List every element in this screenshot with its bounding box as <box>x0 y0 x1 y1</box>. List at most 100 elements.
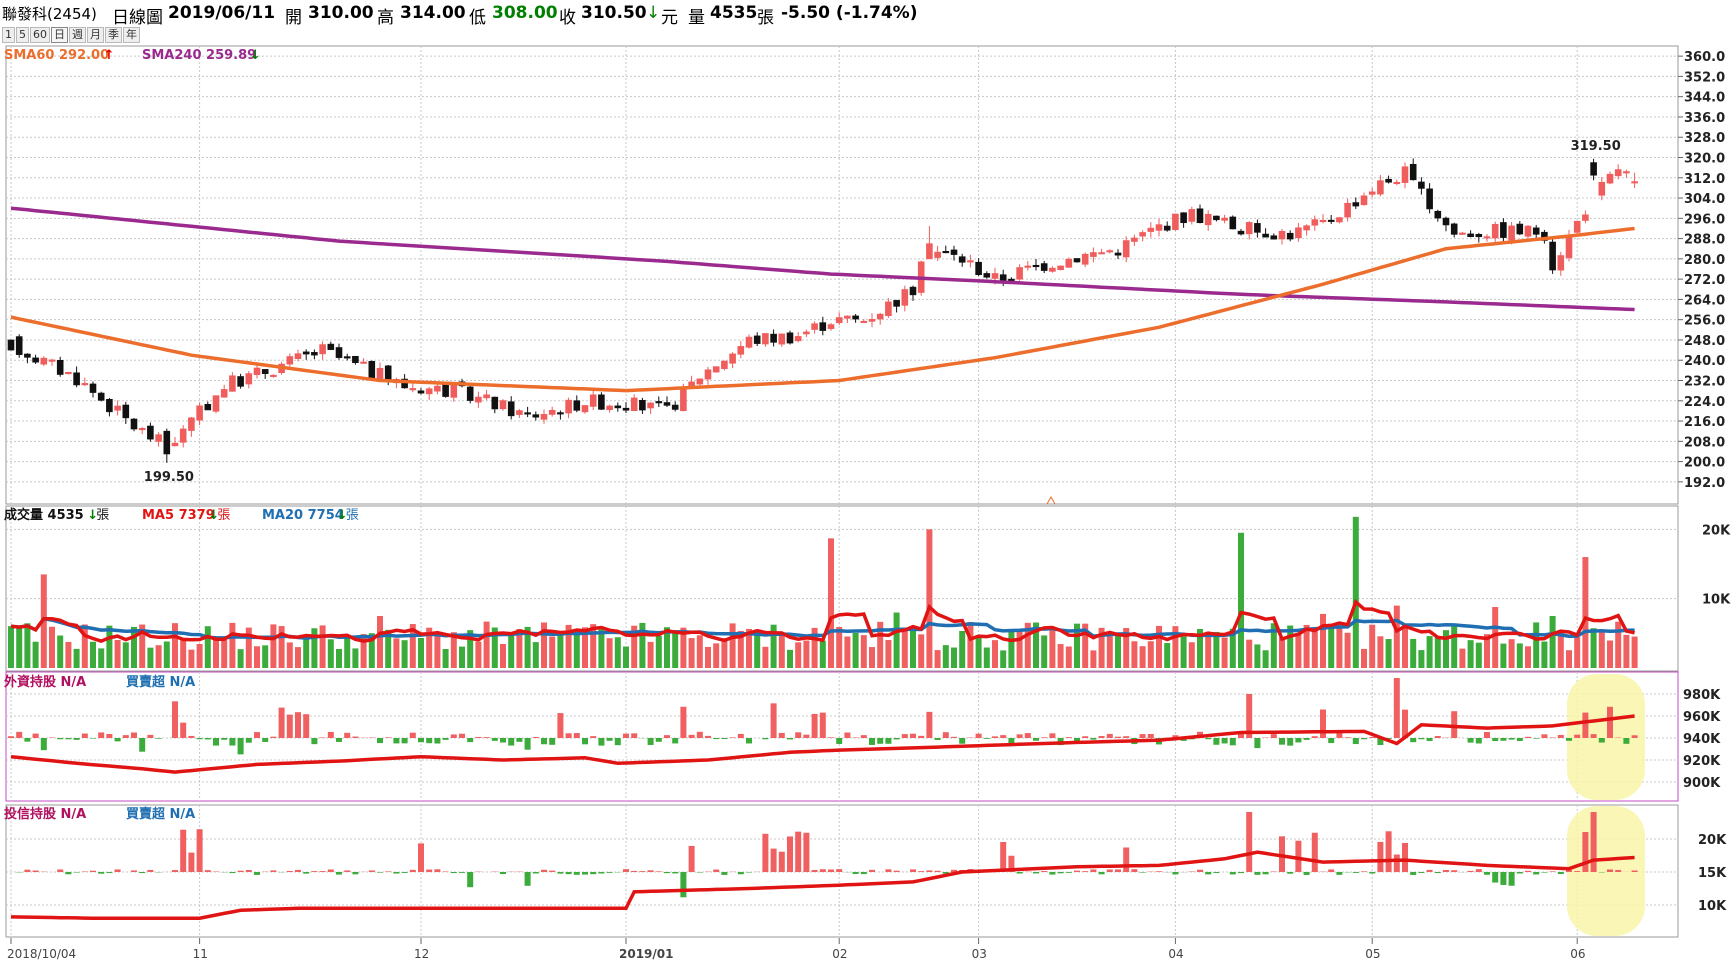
foreign-net-bar <box>737 733 744 738</box>
trust-net-bar <box>688 845 695 872</box>
period-tab-1[interactable]: 5 <box>16 27 29 43</box>
foreign-net-bar <box>795 732 802 738</box>
volume-bar <box>1516 643 1523 668</box>
foreign-net-bar <box>1385 738 1392 739</box>
foreign-holding-line <box>10 714 1635 774</box>
volume-bar <box>655 635 662 668</box>
volume-tick-label: 10K <box>1702 593 1731 608</box>
period-tab-4[interactable]: 週 <box>69 27 86 43</box>
price-tick-label: 272.0 <box>1684 273 1725 288</box>
foreign-net-bar <box>1566 738 1572 741</box>
volume-bar <box>352 648 359 668</box>
foreign-net-bar <box>1492 738 1499 742</box>
open-price: 310.00 <box>308 3 374 23</box>
candle-body <box>97 392 105 401</box>
volume-bar <box>81 624 88 668</box>
trust-net-bar <box>1295 840 1302 872</box>
trust-net-bar <box>1229 872 1236 875</box>
candle-body <box>1614 169 1622 177</box>
candle-body <box>885 301 892 317</box>
candle-body <box>827 324 835 329</box>
volume-bar <box>1147 641 1154 668</box>
foreign-net-bar <box>696 731 703 738</box>
trust-holding-panel-frame <box>5 804 1679 938</box>
trust-net-bar <box>1475 869 1482 872</box>
period-tab-3[interactable]: 日 <box>51 27 68 43</box>
foreign-net-bar <box>672 738 679 744</box>
period-tab-5[interactable]: 月 <box>87 27 104 43</box>
trust-net-bar <box>787 836 793 872</box>
volume-bar <box>483 621 490 668</box>
trust-net-bar <box>803 832 810 872</box>
candle-body <box>319 344 326 355</box>
candle-body <box>737 346 745 355</box>
foreign-net-bar <box>819 712 826 738</box>
volume-bar <box>869 647 875 668</box>
foreign-net-bar <box>1106 733 1113 738</box>
candle-body <box>360 361 367 364</box>
foreign-net-bar <box>1065 737 1072 738</box>
volume-bar <box>877 621 884 668</box>
volume-bar <box>664 627 670 668</box>
foreign-net-bar <box>1336 732 1343 738</box>
trust-net-bar <box>1156 871 1162 872</box>
volume-bar <box>631 625 638 668</box>
trust-net-bar <box>90 870 96 872</box>
volume-tick-label: 20K <box>1702 523 1731 538</box>
volume-bar <box>1533 622 1540 668</box>
candle-body <box>942 251 950 254</box>
candle-body <box>204 403 212 411</box>
foreign-net-bar <box>1311 736 1318 738</box>
trust-net-bar <box>1377 841 1384 872</box>
trust-net-bar <box>1336 872 1343 875</box>
period-tab-2[interactable]: 60 <box>30 27 50 43</box>
volume-bar <box>385 629 392 668</box>
volume-bar <box>122 642 129 668</box>
foreign-net-bar <box>295 712 301 738</box>
candle-body <box>860 320 868 324</box>
trust-net-bar <box>1434 872 1441 874</box>
volume-bar <box>524 626 531 668</box>
volume-bar <box>98 648 105 668</box>
foreign-net-bar <box>204 738 211 740</box>
period-tab-6[interactable]: 季 <box>105 27 122 43</box>
trust-net-bar <box>1426 869 1433 872</box>
volume-bar <box>1574 637 1581 668</box>
candle-body <box>1442 217 1450 226</box>
price-tick-label: 320.0 <box>1684 152 1725 167</box>
foreign-net-bar <box>1623 738 1630 744</box>
volume-bar <box>262 645 269 668</box>
trust-net-bar <box>1467 870 1474 872</box>
candle-body <box>155 434 162 442</box>
foreign-net-bar <box>327 731 334 738</box>
trust-net-bar <box>532 872 539 874</box>
volume-bar <box>1336 622 1343 668</box>
volume-bar <box>1410 638 1417 668</box>
period-tab-7[interactable]: 年 <box>123 27 140 43</box>
trust-net-bar <box>229 872 236 874</box>
candle-body <box>1098 252 1105 255</box>
volume-bar <box>967 621 974 668</box>
trust-net-bar <box>647 870 654 872</box>
period-tab-0[interactable]: 1 <box>2 27 15 43</box>
volume-bar <box>139 624 146 668</box>
volume-bar <box>8 626 14 668</box>
trust-net-bar <box>196 829 203 872</box>
candle-body <box>1245 222 1253 235</box>
foreign-net-bar <box>122 735 129 738</box>
candle-body <box>753 335 761 344</box>
trust-net-bar <box>680 872 687 898</box>
volume-bar <box>1344 632 1351 668</box>
foreign-net-bar <box>549 738 556 745</box>
candle-body <box>376 367 384 380</box>
foreign-net-bar <box>1123 736 1130 738</box>
trust-net-bar <box>655 871 662 872</box>
candle-body <box>598 394 605 410</box>
volume-bar <box>1188 642 1195 668</box>
price-tick-label: 296.0 <box>1684 212 1725 227</box>
foreign-tick-label: 900K <box>1683 776 1721 791</box>
candle-body <box>1122 240 1130 258</box>
volume-bar <box>647 641 654 668</box>
candle-body <box>1541 231 1548 241</box>
trust-net-bar <box>721 872 728 875</box>
